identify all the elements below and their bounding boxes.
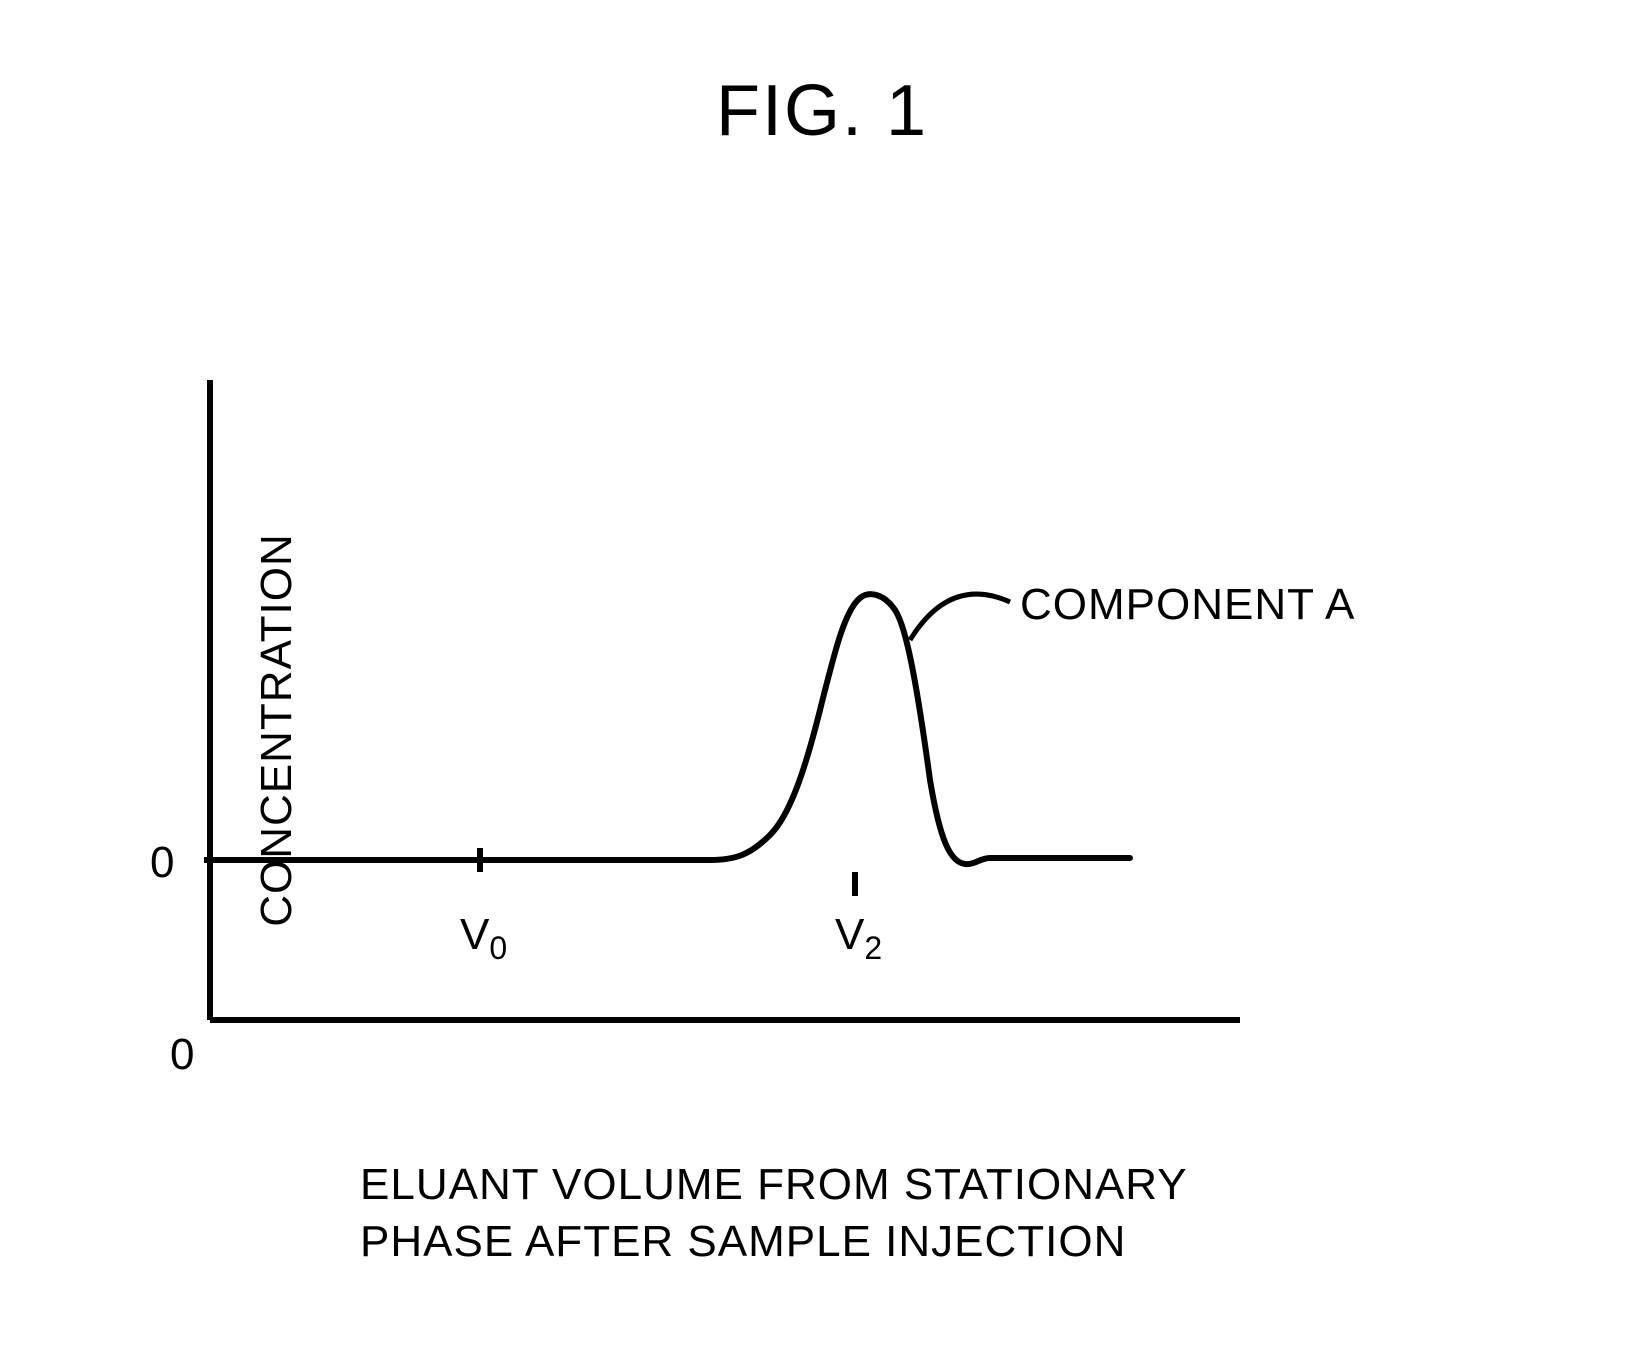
y-zero-label: 0 xyxy=(150,838,174,888)
chart-svg xyxy=(190,380,1290,1080)
v2-subscript: 2 xyxy=(864,930,882,966)
v2-main: V xyxy=(835,910,864,959)
chromatogram-curve xyxy=(210,594,1130,864)
component-callout-line xyxy=(910,594,1010,640)
v0-main: V xyxy=(460,910,489,959)
figure-title: FIG. 1 xyxy=(716,70,928,152)
component-a-label: COMPONENT A xyxy=(1020,580,1355,630)
y-axis-label: CONCENTRATION xyxy=(252,533,302,927)
x-axis-label: ELUANT VOLUME FROM STATIONARY PHASE AFTE… xyxy=(360,1156,1188,1270)
v0-subscript: 0 xyxy=(489,930,507,966)
v2-tick-label: V2 xyxy=(835,910,882,967)
x-axis-label-line2: PHASE AFTER SAMPLE INJECTION xyxy=(360,1217,1126,1266)
v0-tick-label: V0 xyxy=(460,910,507,967)
chromatogram-chart: CONCENTRATION 0 0 V0 V2 COMPONENT A ELUA… xyxy=(190,380,1290,1080)
x-axis-label-line1: ELUANT VOLUME FROM STATIONARY xyxy=(360,1160,1188,1209)
origin-label: 0 xyxy=(170,1030,194,1080)
